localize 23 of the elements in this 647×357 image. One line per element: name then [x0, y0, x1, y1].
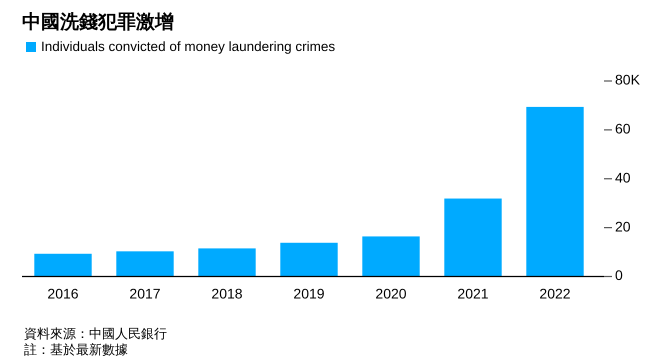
- y-tick-label: 60: [615, 120, 631, 137]
- x-tick-label: 2019: [293, 286, 325, 302]
- y-tick-label: 40: [615, 169, 631, 186]
- y-tick-label: 80K: [615, 72, 641, 88]
- y-tick-label: 20: [615, 218, 631, 234]
- bar: [444, 198, 502, 276]
- x-tick-label: 2016: [47, 286, 79, 302]
- y-tick-label: 0: [615, 267, 623, 284]
- bar: [362, 236, 420, 276]
- x-tick-label: 2017: [129, 286, 161, 302]
- x-tick-label: 2022: [539, 286, 571, 302]
- text: 註：基於最新數據: [24, 342, 128, 357]
- bar: [116, 251, 174, 276]
- x-tick-label: 2021: [457, 286, 489, 302]
- chart-title: 中國洗錢犯罪激增: [22, 11, 174, 33]
- legend-label: Individuals convicted of money laundering crimes: [41, 39, 336, 54]
- x-tick-label: 2018: [211, 286, 243, 302]
- source-note: 資料來源：中國人民銀行: [24, 326, 167, 341]
- bar: [280, 242, 338, 276]
- bar: [34, 254, 92, 276]
- bar: [198, 248, 256, 276]
- x-tick-label: 2020: [375, 286, 407, 302]
- bar: [526, 106, 584, 276]
